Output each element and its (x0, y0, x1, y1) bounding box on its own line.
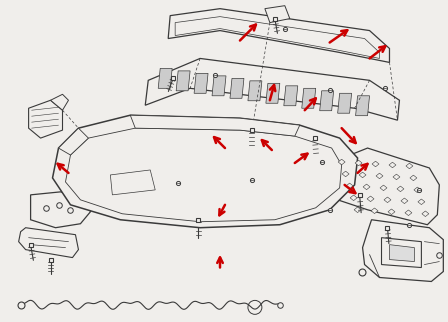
Polygon shape (359, 172, 366, 178)
Polygon shape (371, 208, 378, 213)
Polygon shape (110, 170, 155, 195)
Polygon shape (130, 115, 300, 136)
Polygon shape (230, 78, 244, 98)
Polygon shape (389, 245, 414, 261)
Polygon shape (158, 68, 172, 88)
Polygon shape (376, 173, 383, 179)
Polygon shape (372, 161, 379, 167)
Polygon shape (194, 73, 208, 93)
Polygon shape (354, 207, 361, 213)
Polygon shape (355, 160, 362, 166)
Polygon shape (422, 211, 429, 217)
Polygon shape (362, 220, 444, 281)
Polygon shape (145, 59, 400, 120)
Polygon shape (284, 86, 298, 106)
Polygon shape (176, 71, 190, 91)
Polygon shape (406, 163, 413, 169)
Polygon shape (384, 197, 391, 203)
Polygon shape (389, 162, 396, 168)
Polygon shape (266, 83, 280, 103)
Polygon shape (410, 175, 417, 181)
Polygon shape (59, 128, 88, 155)
Polygon shape (363, 184, 370, 190)
Polygon shape (302, 88, 316, 108)
Polygon shape (335, 148, 439, 225)
Polygon shape (338, 159, 345, 165)
Polygon shape (418, 199, 425, 204)
Polygon shape (168, 9, 389, 62)
Polygon shape (248, 81, 262, 101)
Polygon shape (175, 17, 379, 59)
Polygon shape (265, 6, 290, 23)
Polygon shape (19, 228, 78, 258)
Polygon shape (350, 195, 357, 201)
Polygon shape (65, 128, 342, 222)
Polygon shape (30, 192, 90, 228)
Polygon shape (405, 210, 412, 215)
Polygon shape (346, 183, 353, 189)
Polygon shape (342, 171, 349, 177)
Polygon shape (382, 238, 422, 268)
Polygon shape (367, 196, 374, 202)
Polygon shape (320, 91, 334, 111)
Polygon shape (388, 209, 395, 214)
Polygon shape (380, 185, 387, 191)
Polygon shape (393, 174, 400, 180)
Polygon shape (212, 76, 226, 96)
Polygon shape (52, 115, 358, 228)
Polygon shape (338, 93, 352, 113)
Polygon shape (29, 100, 63, 138)
Polygon shape (51, 94, 69, 110)
Polygon shape (356, 96, 370, 116)
Polygon shape (414, 187, 421, 193)
Polygon shape (401, 198, 408, 204)
Polygon shape (397, 186, 404, 192)
